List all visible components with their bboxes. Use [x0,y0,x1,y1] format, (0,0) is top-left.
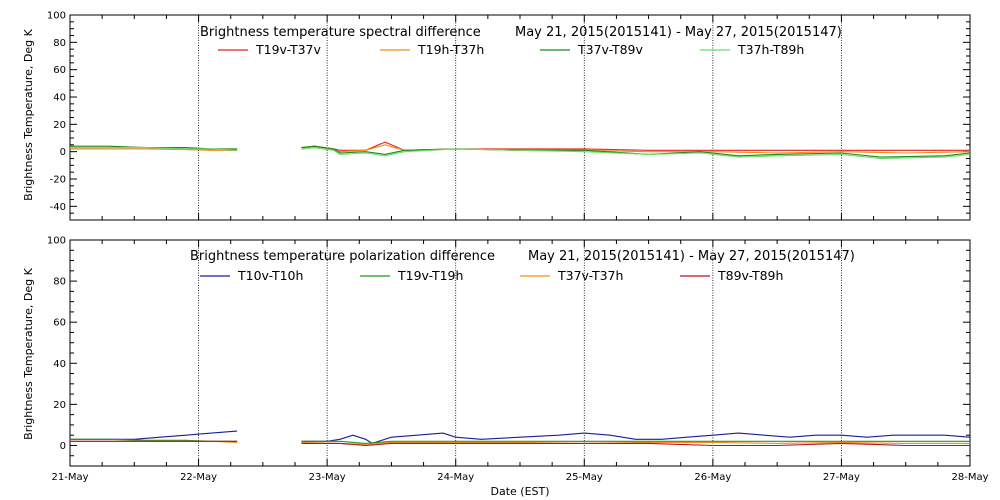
legend-label: T37v-T37h [557,268,623,283]
y-tick-label: 100 [47,236,66,247]
panel-polarization-difference: Brightness temperature polarization diff… [22,236,989,499]
x-tick-label: 22-May [180,472,217,483]
y-tick-label: 80 [53,38,66,49]
x-tick-label: 24-May [437,472,474,483]
y-tick-label: 20 [53,400,66,411]
series-line-t19v-t37v [301,141,970,151]
legend-label: T19v-T19h [397,268,463,283]
legend-label: T19v-T37v [255,42,322,57]
y-tick-label: 0 [60,441,66,452]
y-tick-label: 40 [53,359,66,370]
y-axis-label-bottom: Brightness Temperature, Deg K [22,267,35,439]
y-tick-label: 0 [60,147,66,158]
x-tick-label: 21-May [51,472,88,483]
x-tick-label: 26-May [694,472,731,483]
y-axis-label-top: Brightness Temperature, Deg K [22,28,35,200]
x-tick-label: 27-May [823,472,860,483]
chart-title-bottom: Brightness temperature polarization diff… [190,249,495,264]
panel-spectral-difference: Brightness temperature spectral differen… [22,11,971,221]
series-line-t89v-t89h [301,442,970,447]
plot-frame [69,14,971,221]
x-tick-label: 25-May [566,472,603,483]
legend-label: T37v-T89v [577,42,644,57]
x-axis-label: Date (EST) [490,485,549,498]
y-tick-label: 40 [53,93,66,104]
chart-date-range-bottom: May 21, 2015(2015141) - May 27, 2015(201… [528,249,855,264]
plot-frame [69,239,971,467]
series-line-t19v-t19h [301,440,970,444]
y-tick-label: 60 [53,318,66,329]
series-line-t19h-t37h [70,148,238,151]
series-line-t37v-t89v [301,145,971,158]
series-line-t10v-t10h [70,430,238,440]
series-line-t37h-t89h [301,147,971,160]
x-tick-label: 23-May [309,472,346,483]
legend-label: T10v-T10h [237,268,303,283]
y-tick-label: -40 [50,202,66,213]
legend-label: T37h-T89h [737,42,804,57]
legend-label: T19h-T37h [417,42,484,57]
chart-date-range-top: May 21, 2015(2015141) - May 27, 2015(201… [515,25,842,40]
x-tick-label: 28-May [951,472,988,483]
series-line-t10v-t10h [301,432,971,445]
y-tick-label: -20 [50,175,66,186]
chart-title-top: Brightness temperature spectral differen… [200,25,481,40]
series-line-t37h-t89h [70,147,238,151]
legend-label: T89v-T89h [717,268,783,283]
y-tick-label: 60 [53,65,66,76]
y-tick-label: 80 [53,277,66,288]
y-tick-label: 100 [47,11,66,22]
y-tick-label: 20 [53,120,66,131]
